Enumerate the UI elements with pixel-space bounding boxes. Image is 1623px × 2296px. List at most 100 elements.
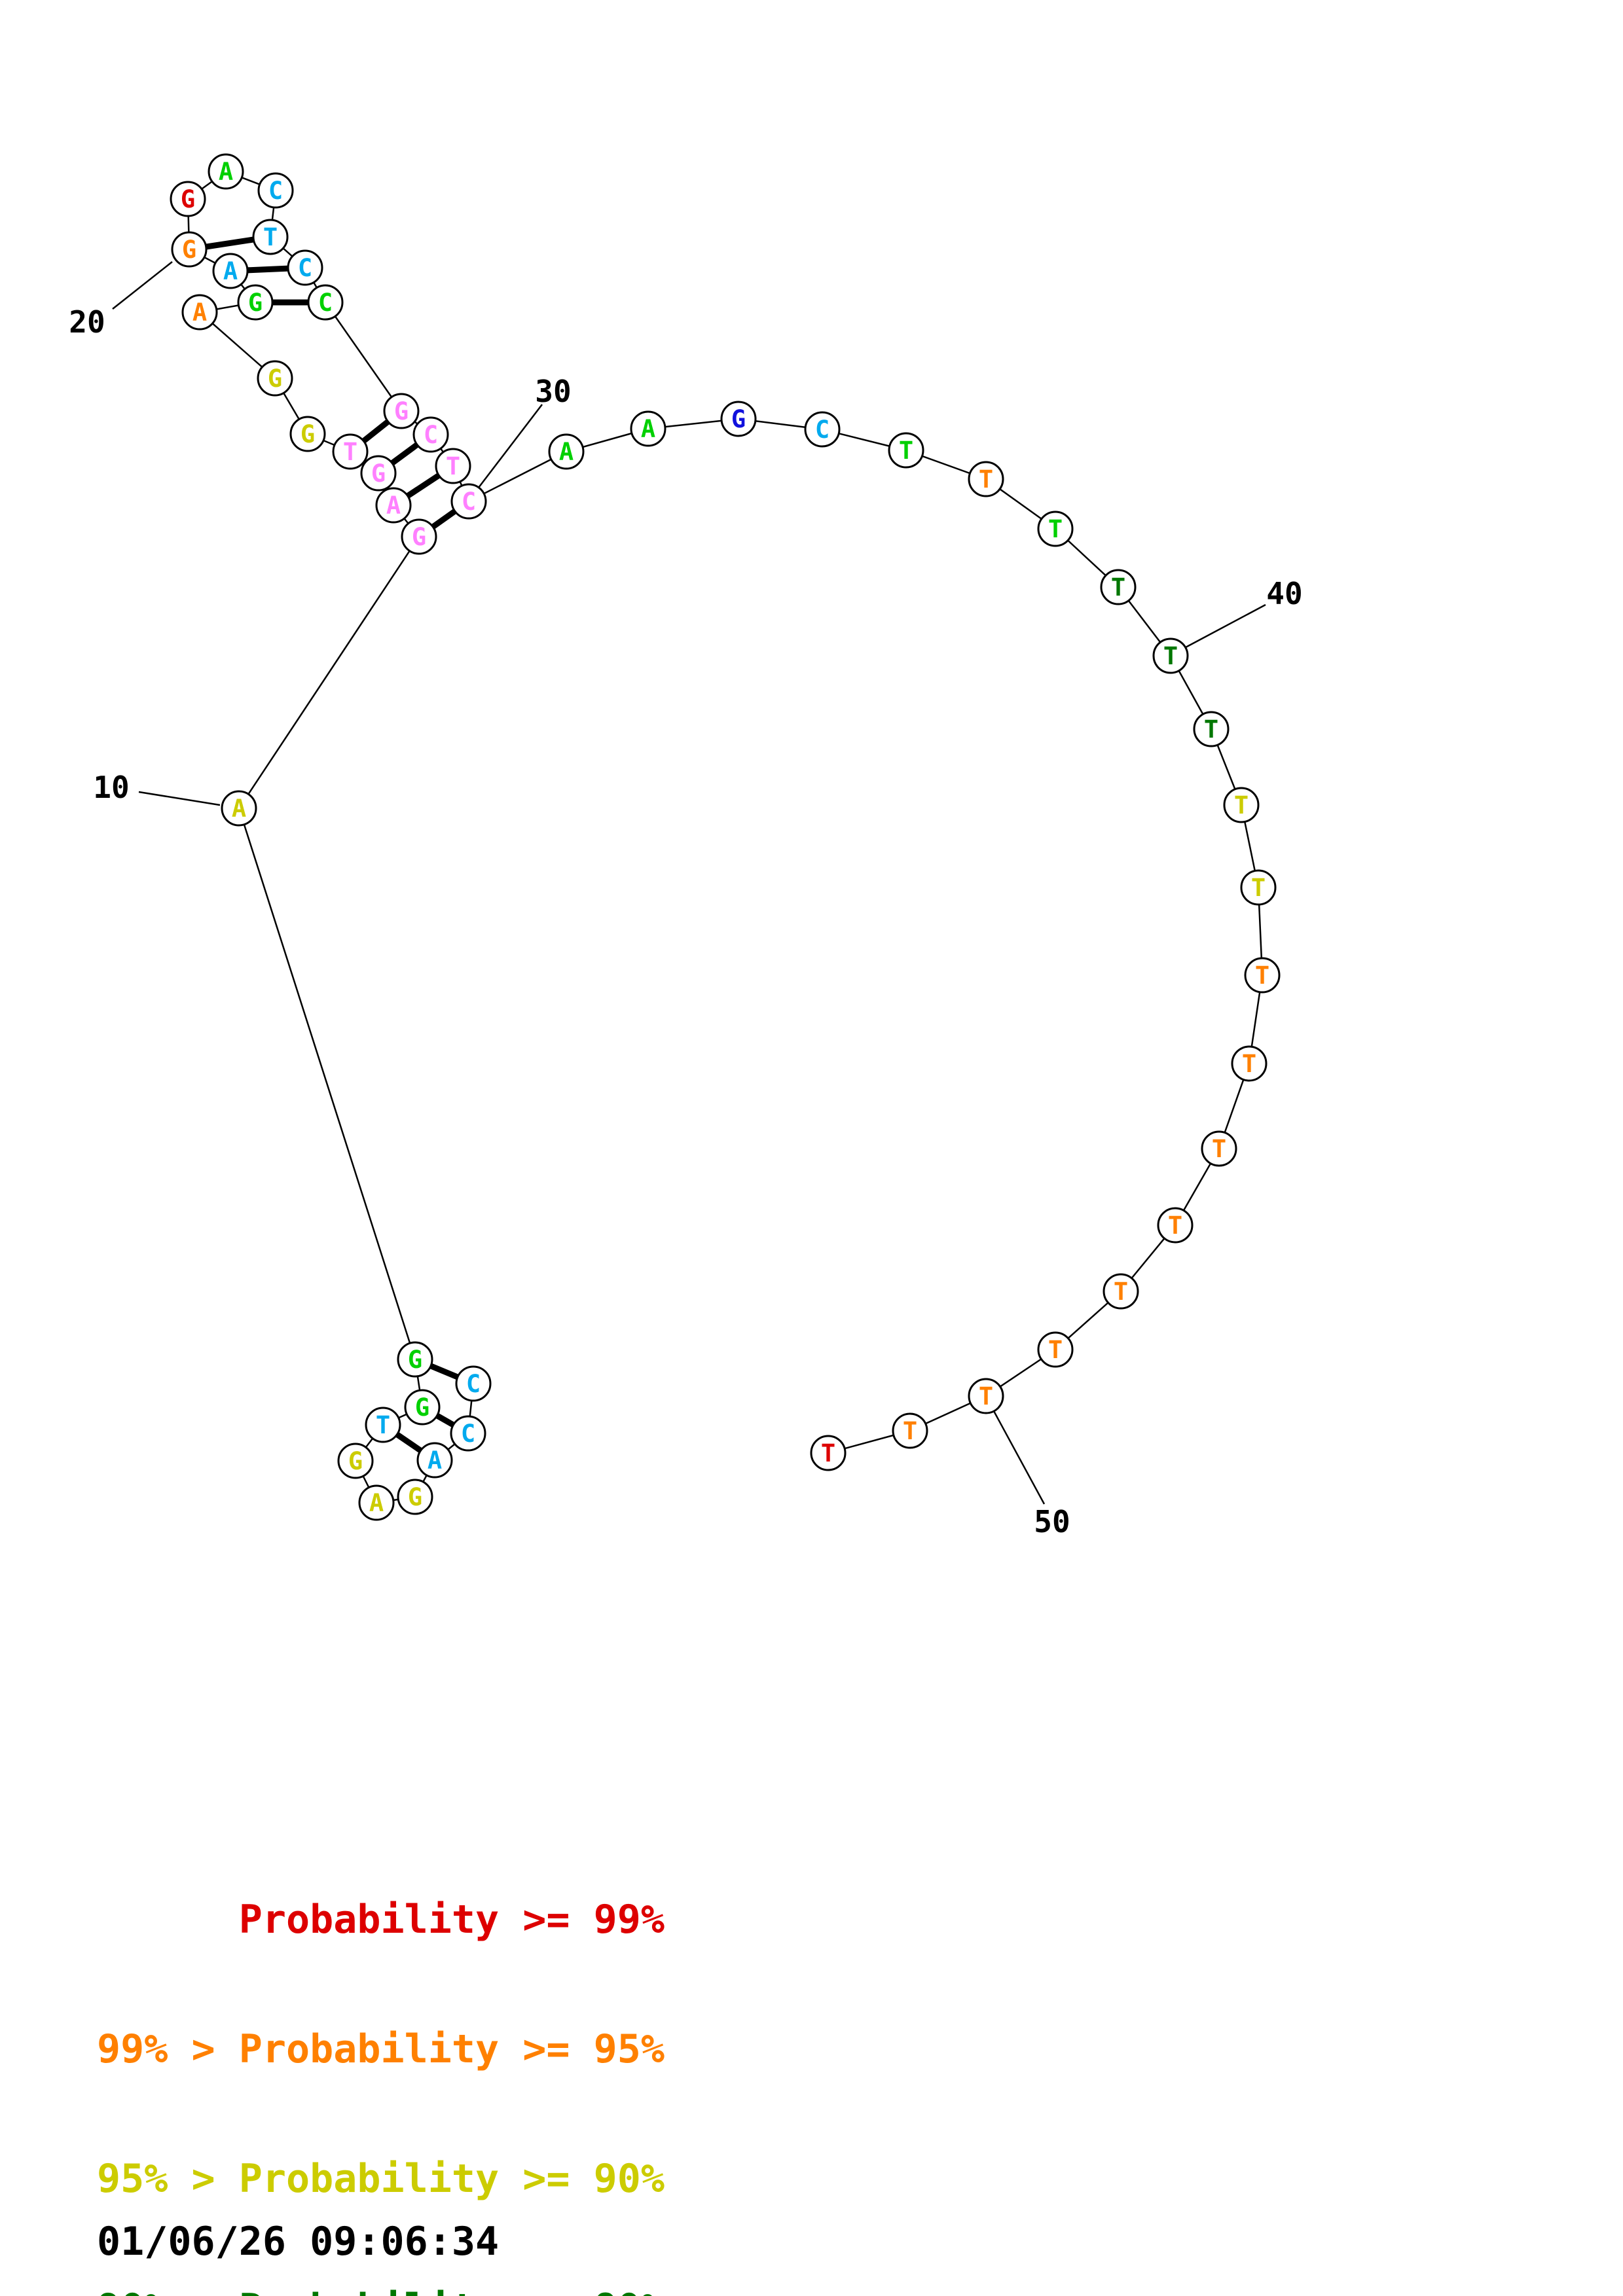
nucleotide-circle bbox=[252, 219, 289, 255]
nucleotide-base: G bbox=[301, 420, 315, 448]
nucleotide-base: A bbox=[223, 257, 238, 285]
nucleotide-base: A bbox=[386, 492, 401, 520]
nucleotide-base: G bbox=[412, 523, 426, 551]
position-leader-line bbox=[138, 791, 221, 806]
nucleotide-circle bbox=[287, 249, 323, 286]
nucleotide-base: T bbox=[1048, 515, 1063, 543]
backbone-segment bbox=[238, 536, 420, 809]
nucleotide-base: A bbox=[219, 158, 233, 186]
nucleotide-circle bbox=[212, 253, 249, 289]
nucleotide-base: T bbox=[1168, 1211, 1182, 1240]
nucleotide-base: T bbox=[1234, 791, 1249, 819]
nucleotide-circle bbox=[1201, 1130, 1237, 1167]
legend-entry-p90: 95% > Probability >= 90% bbox=[97, 2156, 665, 2202]
nucleotide-circle bbox=[181, 294, 218, 331]
nucleotide-circle bbox=[1103, 1273, 1139, 1310]
nucleotide-circle bbox=[450, 483, 487, 520]
backbone-segment bbox=[324, 302, 403, 412]
nucleotide-circle bbox=[804, 411, 841, 448]
position-label: 10 bbox=[93, 770, 129, 805]
nucleotide-base: C bbox=[318, 289, 333, 317]
nucleotide-circle bbox=[221, 790, 257, 827]
nucleotide-base: T bbox=[821, 1439, 835, 1467]
nucleotide-circle bbox=[455, 1365, 492, 1402]
legend-entry-p95: 99% > Probability >= 95% bbox=[97, 2026, 665, 2072]
position-label: 30 bbox=[535, 374, 571, 409]
nucleotide-circle bbox=[401, 518, 437, 555]
nucleotide-circle bbox=[1240, 869, 1277, 906]
nucleotide-circle bbox=[375, 487, 412, 524]
nucleotide-circle bbox=[450, 1415, 486, 1452]
nucleotide-base: A bbox=[192, 298, 207, 327]
nucleotide-circle bbox=[237, 284, 274, 321]
nucleotide-circle bbox=[1223, 787, 1260, 823]
nucleotide-circle bbox=[412, 416, 449, 453]
nucleotide-base: C bbox=[815, 416, 830, 444]
nucleotide-circle bbox=[397, 1479, 433, 1515]
nucleotide-base: T bbox=[1251, 874, 1266, 902]
nucleotide-circle bbox=[888, 432, 924, 469]
position-leader-line bbox=[993, 1410, 1046, 1505]
nucleotide-circle bbox=[1037, 511, 1074, 547]
nucleotide-base: T bbox=[446, 452, 460, 480]
nucleotide-circle bbox=[968, 1378, 1004, 1414]
nucleotide-base: A bbox=[428, 1446, 442, 1475]
nucleotide-base: C bbox=[424, 421, 438, 449]
nucleotide-base: G bbox=[415, 1393, 429, 1422]
nucleotide-base: C bbox=[461, 1420, 475, 1448]
nucleotide-base: T bbox=[1242, 1050, 1256, 1078]
nucleotide-circle bbox=[358, 1484, 395, 1521]
nucleotide-circle bbox=[968, 461, 1004, 497]
nucleotide-base: G bbox=[268, 365, 282, 393]
nucleotide-circle bbox=[171, 231, 208, 268]
nucleotide-base: A bbox=[559, 438, 574, 466]
nucleotide-circle bbox=[1152, 637, 1189, 674]
nucleotide-base: T bbox=[903, 1417, 917, 1445]
nucleotide-circle bbox=[404, 1389, 441, 1426]
nucleotide-base: T bbox=[1111, 573, 1125, 601]
nucleotide-circle bbox=[383, 393, 420, 429]
nucleotide-base: T bbox=[1048, 1336, 1063, 1364]
position-leader-line bbox=[1185, 603, 1266, 649]
nucleotide-circle bbox=[397, 1341, 433, 1378]
nucleotide-base: T bbox=[1255, 961, 1269, 990]
nucleotide-base: G bbox=[181, 185, 195, 213]
nucleotide-circle bbox=[630, 410, 666, 447]
legend-entry-p99: Probability >= 99% bbox=[97, 1897, 665, 1943]
nucleotide-base: T bbox=[1163, 642, 1178, 670]
position-label: 40 bbox=[1266, 576, 1302, 611]
nucleotide-circle bbox=[257, 172, 294, 209]
nucleotide-circle bbox=[365, 1407, 401, 1443]
nucleotide-circle bbox=[1100, 569, 1137, 605]
position-label: 50 bbox=[1034, 1504, 1070, 1539]
nucleotide-circle bbox=[337, 1443, 374, 1479]
nucleotide-base: G bbox=[182, 236, 196, 264]
position-leader-line bbox=[112, 261, 173, 310]
nucleotide-circle bbox=[307, 284, 344, 321]
nucleotide-base: A bbox=[232, 795, 246, 823]
nucleotide-circle bbox=[1244, 957, 1281, 994]
nucleotide-base: A bbox=[641, 415, 655, 443]
nucleotide-circle bbox=[892, 1412, 928, 1449]
nucleotide-base: T bbox=[899, 437, 913, 465]
nucleotide-circle bbox=[1157, 1207, 1194, 1244]
nucleotide-circle bbox=[360, 455, 397, 492]
nucleotide-circle bbox=[810, 1435, 847, 1471]
nucleotide-base: T bbox=[1204, 715, 1218, 744]
nucleotide-circle bbox=[257, 360, 293, 397]
nucleotide-base: T bbox=[979, 465, 993, 493]
nucleotide-base: G bbox=[394, 397, 409, 425]
nucleotide-base: T bbox=[343, 438, 357, 466]
nucleotide-circle bbox=[170, 181, 206, 217]
nucleotide-base: G bbox=[408, 1483, 422, 1511]
nucleotide-circle bbox=[208, 153, 244, 190]
nucleotide-base: G bbox=[348, 1447, 363, 1475]
nucleotide-circle bbox=[435, 448, 471, 484]
nucleotide-circle bbox=[289, 416, 326, 452]
nucleotide-circle bbox=[1037, 1331, 1074, 1368]
nucleotide-circle bbox=[1231, 1045, 1267, 1082]
nucleotide-base: T bbox=[1212, 1135, 1226, 1163]
timestamp: 01/06/26 09:06:34 bbox=[97, 2219, 500, 2265]
